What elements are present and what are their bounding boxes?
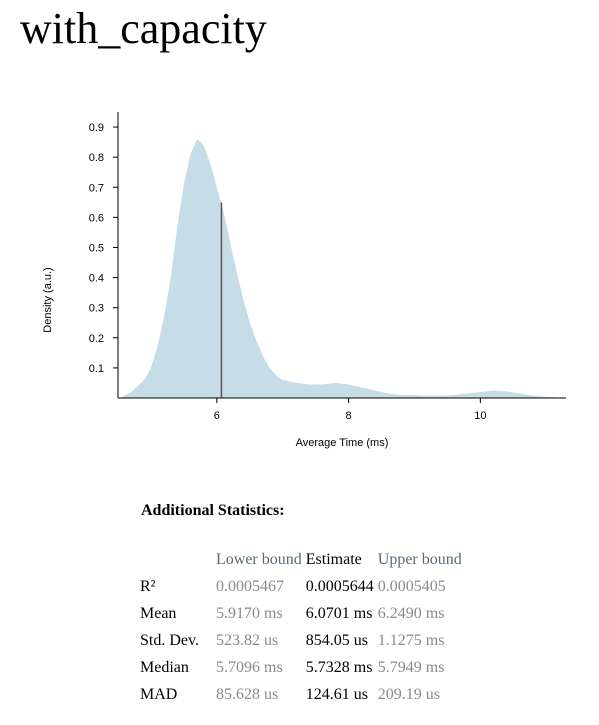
lower-bound-value: 0.0005467 [216,577,284,595]
y-tick-label: 0.5 [89,242,104,254]
y-tick-label: 0.7 [89,182,104,194]
plot-area [119,139,566,398]
stats-row-r2: R² 0.0005467 0.0005644 0.0005405 [140,573,466,600]
stats-heading: Additional Statistics: [141,502,285,519]
upper-bound-value: 209.19 us [377,685,440,703]
lower-bound-value: 523.82 us [216,631,279,649]
y-tick-label: 0.2 [89,333,104,345]
row-label: MAD [140,685,178,703]
stats-row-mad: MAD 85.628 us 124.61 us 209.19 us [140,681,466,708]
stats-row-mean: Mean 5.9170 ms 6.0701 ms 6.2490 ms [140,600,466,627]
y-tick-label: 0.1 [89,363,104,375]
y-tick-label: 0.9 [89,122,104,134]
estimate-value: 124.61 us [305,685,368,703]
x-axis-label: Average Time (ms) [296,437,389,449]
x-tick-label: 10 [474,410,486,422]
estimate-value: 6.0701 ms [305,604,373,622]
stats-header-row: Lower bound Estimate Upper bound [140,546,466,573]
x-tick-label: 6 [214,410,220,422]
header-lower-bound: Lower bound [216,550,302,568]
header-estimate: Estimate [305,550,362,568]
stats-table: Lower bound Estimate Upper bound R² 0.00… [140,546,466,708]
page-title: with_capacity [20,4,267,53]
row-label: R² [140,577,156,595]
density-area [119,139,566,398]
x-tick-label: 8 [346,410,352,422]
axes: 0.1 0.2 0.3 0.4 0.5 0.6 0.7 0.8 0.9 6 8 10 [89,112,566,422]
y-tick-label: 0.3 [89,303,104,315]
upper-bound-value: 1.1275 ms [377,631,445,649]
header-blank [140,546,216,573]
lower-bound-value: 5.9170 ms [216,604,283,622]
y-axis-label: Density (a.u.) [42,267,54,332]
header-upper-bound: Upper bound [377,550,462,568]
stats-row-std-dev: Std. Dev. 523.82 us 854.05 us 1.1275 ms [140,627,466,654]
y-tick-label: 0.6 [89,212,104,224]
row-label: Std. Dev. [140,631,199,649]
estimate-value: 5.7328 ms [305,658,373,676]
y-tick-label: 0.8 [89,152,104,164]
estimate-value: 0.0005644 [305,577,374,595]
upper-bound-value: 6.2490 ms [377,604,445,622]
lower-bound-value: 5.7096 ms [216,658,283,676]
density-chart: 0.1 0.2 0.3 0.4 0.5 0.6 0.7 0.8 0.9 6 8 10 Average … [42,112,566,449]
upper-bound-value: 5.7949 ms [377,658,445,676]
row-label: Mean [140,604,177,622]
stats-row-median: Median 5.7096 ms 5.7328 ms 5.7949 ms [140,654,466,681]
upper-bound-value: 0.0005405 [377,577,446,595]
row-label: Median [140,658,189,676]
lower-bound-value: 85.628 us [216,685,279,703]
estimate-value: 854.05 us [305,631,368,649]
y-tick-label: 0.4 [89,273,104,285]
